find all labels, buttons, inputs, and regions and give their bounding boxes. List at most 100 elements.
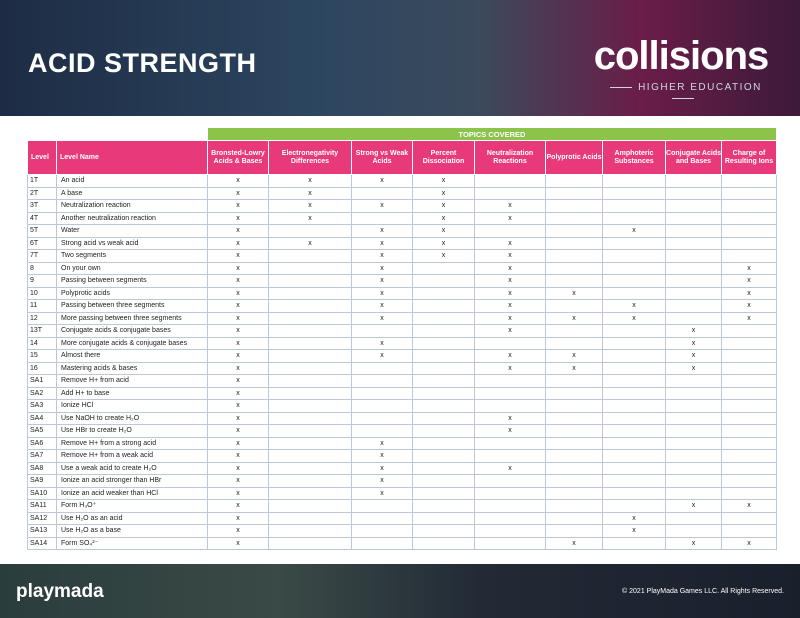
mark-cell: x <box>268 186 352 200</box>
name-cell: More passing between three segments <box>56 311 208 325</box>
mark-cell: x <box>474 249 546 263</box>
mark-cell <box>268 374 352 388</box>
mark-cell <box>721 174 777 188</box>
mark-cell <box>602 236 666 250</box>
mark-cell <box>545 486 603 500</box>
mark-cell <box>268 224 352 238</box>
level-cell: SA1 <box>27 374 57 388</box>
mark-cell <box>602 499 666 513</box>
mark-cell: x <box>207 399 269 413</box>
mark-cell <box>545 411 603 425</box>
mark-cell <box>545 336 603 350</box>
level-cell: 10 <box>27 286 57 300</box>
table-row: SA2 Add H+ to base x <box>27 386 777 400</box>
mark-cell: x <box>207 249 269 263</box>
column-header: Conjugate Acids and Bases <box>665 140 722 175</box>
mark-cell <box>351 186 413 200</box>
mark-cell <box>602 261 666 275</box>
mark-cell <box>602 461 666 475</box>
topics-row: TOPICS COVERED <box>27 127 777 141</box>
mark-cell <box>721 524 777 538</box>
name-cell: Passing between segments <box>56 274 208 288</box>
mark-cell <box>474 174 546 188</box>
mark-cell: x <box>602 311 666 325</box>
mark-cell: x <box>545 286 603 300</box>
mark-cell <box>412 274 475 288</box>
mark-cell: x <box>721 499 777 513</box>
name-cell: Use H₂O as an acid <box>56 511 208 525</box>
mark-cell: x <box>351 236 413 250</box>
level-cell: SA3 <box>27 399 57 413</box>
mark-cell <box>268 424 352 438</box>
name-cell: Conjugate acids & conjugate bases <box>56 324 208 338</box>
mark-cell <box>412 524 475 538</box>
mark-cell <box>545 449 603 463</box>
mark-cell: x <box>474 461 546 475</box>
mark-cell <box>721 374 777 388</box>
mark-cell: x <box>602 524 666 538</box>
mark-cell <box>545 461 603 475</box>
mark-cell: x <box>351 224 413 238</box>
level-cell: 3T <box>27 199 57 213</box>
mark-cell <box>602 249 666 263</box>
level-cell: 11 <box>27 299 57 313</box>
table-row: SA9 Ionize an acid stronger than HBr x x <box>27 474 777 488</box>
mark-cell <box>545 211 603 225</box>
name-cell: Remove H+ from acid <box>56 374 208 388</box>
mark-cell: x <box>207 536 269 550</box>
mark-cell <box>602 449 666 463</box>
level-cell: SA14 <box>27 536 57 550</box>
mark-cell <box>268 411 352 425</box>
table-row: 13T Conjugate acids & conjugate bases x x x <box>27 324 777 338</box>
mark-cell: x <box>351 199 413 213</box>
mark-cell <box>412 311 475 325</box>
name-cell: Mastering acids & bases <box>56 361 208 375</box>
mark-cell <box>474 399 546 413</box>
mark-cell <box>721 361 777 375</box>
mark-cell <box>545 299 603 313</box>
mark-cell: x <box>351 449 413 463</box>
level-cell: SA12 <box>27 511 57 525</box>
mark-cell: x <box>545 536 603 550</box>
mark-cell <box>412 486 475 500</box>
mark-cell: x <box>351 436 413 450</box>
mark-cell <box>474 536 546 550</box>
mark-cell <box>665 274 722 288</box>
mark-cell: x <box>268 174 352 188</box>
level-cell: SA2 <box>27 386 57 400</box>
mark-cell: x <box>207 224 269 238</box>
mark-cell: x <box>721 311 777 325</box>
mark-cell <box>412 399 475 413</box>
mark-cell: x <box>474 199 546 213</box>
mark-cell <box>412 336 475 350</box>
mark-cell <box>545 399 603 413</box>
mark-cell: x <box>207 411 269 425</box>
mark-cell <box>545 249 603 263</box>
mark-cell <box>351 536 413 550</box>
mark-cell <box>602 436 666 450</box>
table-row: SA7 Remove H+ from a weak acid x x <box>27 449 777 463</box>
mark-cell: x <box>207 386 269 400</box>
table-row: 15 Almost there x x x x x <box>27 349 777 363</box>
mark-cell: x <box>207 524 269 538</box>
mark-cell <box>268 449 352 463</box>
mark-cell: x <box>207 499 269 513</box>
mark-cell: x <box>412 199 475 213</box>
mark-cell: x <box>665 349 722 363</box>
name-cell: Form SO₄²⁻ <box>56 536 208 550</box>
level-cell: 5T <box>27 224 57 238</box>
mark-cell <box>545 499 603 513</box>
mark-cell <box>412 461 475 475</box>
mark-cell <box>721 399 777 413</box>
mark-cell: x <box>351 299 413 313</box>
topics-table: TOPICS COVERED Level Level Name Bronsted-Lo… <box>27 127 777 550</box>
mark-cell: x <box>207 336 269 350</box>
mark-cell: x <box>721 536 777 550</box>
name-cell: Ionize an acid weaker than HCl <box>56 486 208 500</box>
mark-cell <box>545 424 603 438</box>
mark-cell <box>665 449 722 463</box>
mark-cell <box>602 211 666 225</box>
column-header: Level <box>27 140 57 175</box>
mark-cell: x <box>412 186 475 200</box>
mark-cell: x <box>412 249 475 263</box>
